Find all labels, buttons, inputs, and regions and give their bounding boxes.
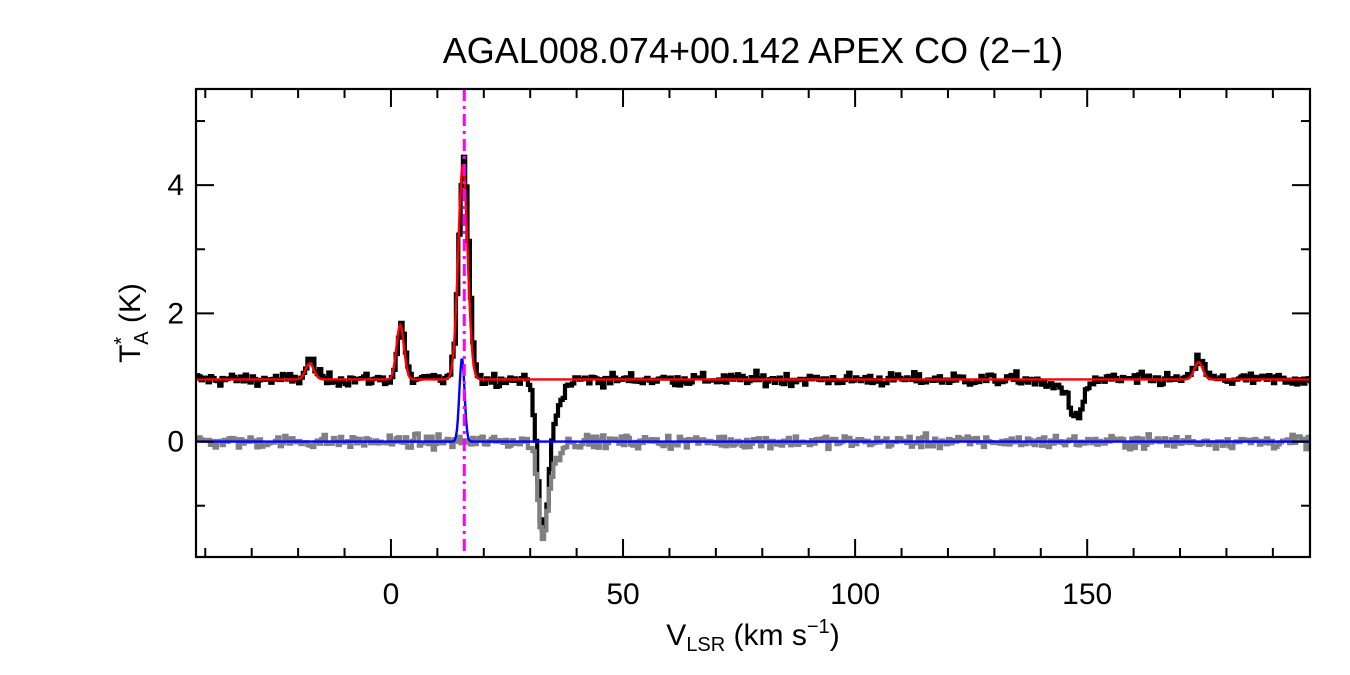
plot-frame	[194, 87, 1312, 559]
y-tick-labels: 0 2 4	[167, 169, 184, 458]
x-tick-labels: 0 50 100 150	[383, 578, 1113, 611]
series-residual	[196, 431, 1310, 542]
y-axis-label: T*A (K)	[111, 283, 153, 363]
series-fit	[196, 164, 1310, 381]
series-observed	[196, 154, 1310, 533]
x-tick-label: 50	[606, 578, 639, 611]
series-layer	[196, 154, 1310, 542]
y-tick-label: 0	[167, 426, 184, 459]
series-component-fit	[196, 358, 1310, 443]
y-tick-label: 2	[167, 297, 184, 330]
x-axis-label: VLSR (km s−1)	[666, 616, 839, 656]
y-tick-label: 4	[167, 169, 184, 202]
x-tick-label: 150	[1062, 578, 1112, 611]
ticks-layer	[196, 89, 1310, 557]
chart-title: AGAL008.074+00.142 APEX CO (2−1)	[443, 30, 1063, 71]
x-tick-label: 100	[830, 578, 880, 611]
x-tick-label: 0	[383, 578, 400, 611]
